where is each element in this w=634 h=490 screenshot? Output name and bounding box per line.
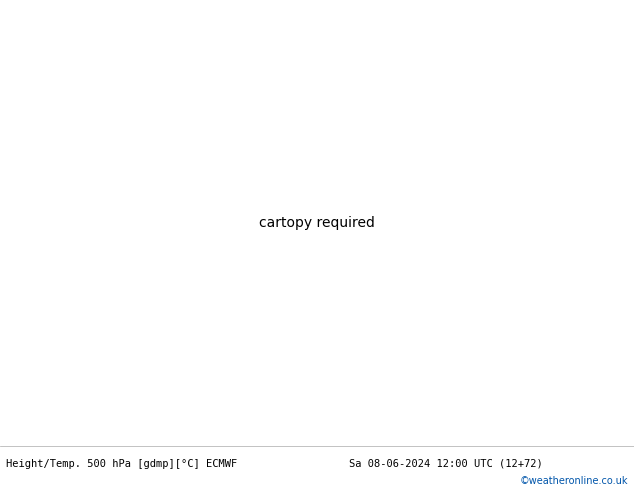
Text: Height/Temp. 500 hPa [gdmp][°C] ECMWF: Height/Temp. 500 hPa [gdmp][°C] ECMWF: [6, 459, 238, 468]
Text: Sa 08-06-2024 12:00 UTC (12+72): Sa 08-06-2024 12:00 UTC (12+72): [349, 459, 543, 468]
Text: ©weatheronline.co.uk: ©weatheronline.co.uk: [519, 476, 628, 486]
Text: cartopy required: cartopy required: [259, 216, 375, 230]
